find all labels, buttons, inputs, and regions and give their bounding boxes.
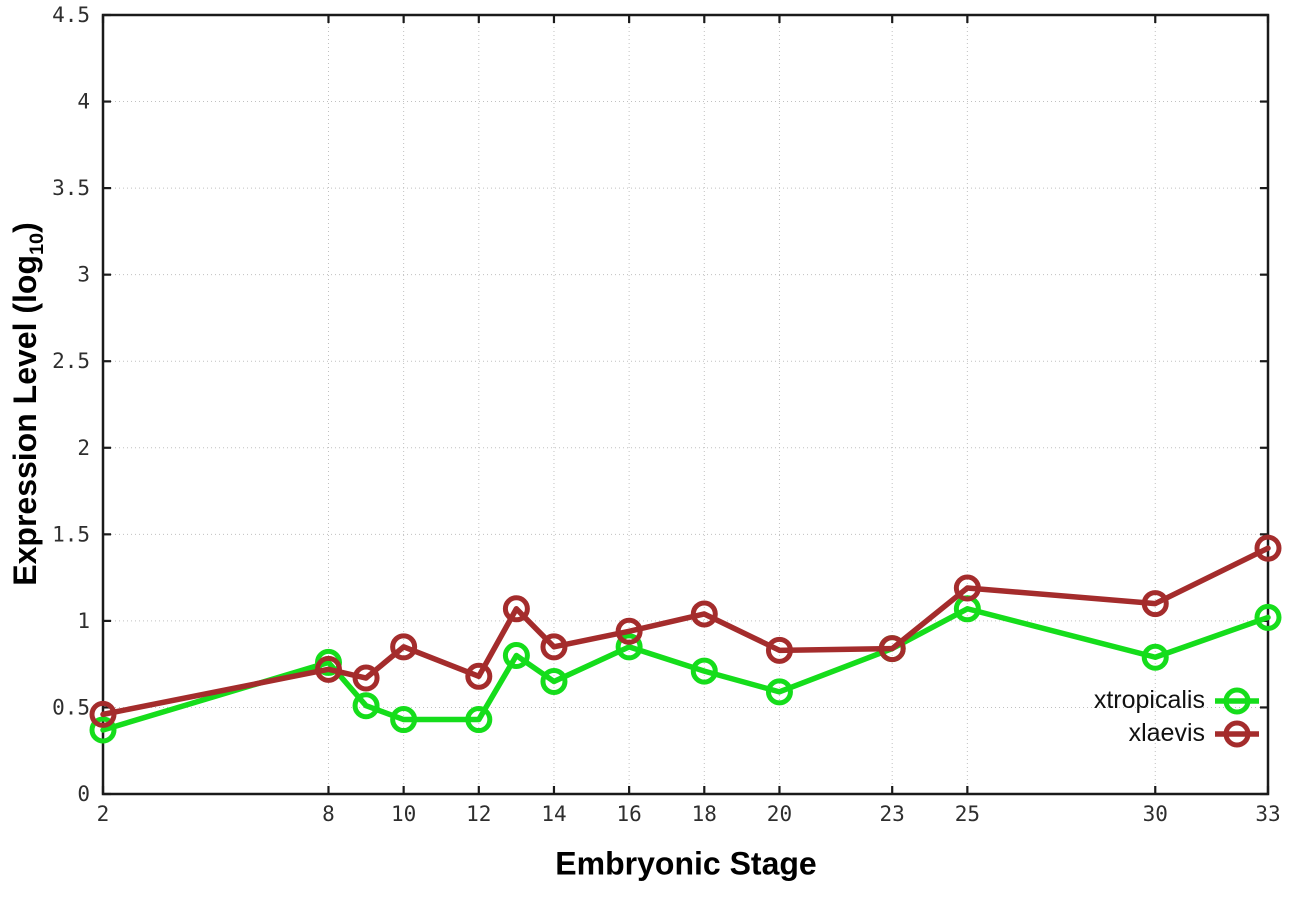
legend-item-xlaevis: xlaevis [1094, 717, 1260, 750]
x-tick-label: 23 [880, 802, 905, 826]
x-tick-label: 10 [391, 802, 416, 826]
data-point-xlaevis [878, 635, 906, 663]
data-point-xtropicalis [765, 678, 793, 706]
data-point-xlaevis [615, 617, 643, 645]
data-point-xlaevis [690, 600, 718, 628]
data-point-xlaevis [1141, 590, 1169, 618]
x-tick-label: 30 [1143, 802, 1168, 826]
legend-label-xlaevis: xlaevis [1128, 719, 1205, 747]
x-tick-label: 20 [767, 802, 792, 826]
series-line-xlaevis [100, 545, 1271, 718]
data-point-xtropicalis [690, 657, 718, 685]
series-line-xtropicalis [100, 606, 1271, 733]
plot-border [101, 13, 1270, 796]
y-axis-title-main: Expression Level (log [6, 254, 43, 586]
data-point-xlaevis [89, 700, 117, 728]
x-tick-label: 16 [616, 802, 641, 826]
y-tick-label: 1 [77, 609, 90, 633]
data-point-xtropicalis [1254, 603, 1282, 631]
data-point-xtropicalis [352, 692, 380, 720]
data-point-xlaevis [465, 662, 493, 690]
data-point-xtropicalis [615, 633, 643, 661]
legend-marker-xtropicalis [1215, 687, 1259, 714]
x-tick-label: 14 [541, 802, 566, 826]
data-point-xtropicalis [1141, 643, 1169, 671]
x-tick-label: 2 [97, 802, 110, 826]
x-tick-label: 18 [692, 802, 717, 826]
legend-item-xtropicalis: xtropicalis [1094, 684, 1260, 717]
x-tick-label: 33 [1255, 802, 1280, 826]
data-point-xlaevis [765, 636, 793, 664]
x-tick-label: 12 [466, 802, 491, 826]
data-point-xtropicalis [502, 642, 530, 670]
chart-legend: xtropicalis xlaevis [1094, 684, 1260, 750]
y-tick-label: 4 [77, 90, 90, 114]
data-point-xlaevis [1254, 534, 1282, 562]
data-point-xtropicalis [390, 706, 418, 734]
y-tick-label: 0.5 [52, 695, 90, 719]
data-point-xlaevis [390, 633, 418, 661]
data-point-xtropicalis [89, 716, 117, 744]
legend-marker-xlaevis [1215, 720, 1259, 747]
y-tick-label: 2.5 [52, 349, 90, 373]
legend-circle-sample [1223, 720, 1251, 747]
y-tick-label: 3.5 [52, 176, 90, 200]
x-tick-label: 25 [955, 802, 980, 826]
y-tick-label: 4.5 [52, 3, 90, 27]
y-tick-label: 1.5 [52, 522, 90, 546]
y-tick-label: 2 [77, 436, 90, 460]
data-point-xlaevis [502, 595, 530, 623]
x-axis-title: Embryonic Stage [555, 845, 817, 882]
data-point-xlaevis [314, 655, 342, 683]
legend-label-xtropicalis: xtropicalis [1093, 686, 1205, 714]
y-axis-title: Expression Level (log10) [7, 222, 49, 585]
data-point-xlaevis [953, 574, 981, 602]
data-point-xtropicalis [465, 706, 493, 734]
y-tick-label: 3 [77, 263, 90, 287]
x-tick-label: 8 [322, 802, 335, 826]
y-tick-label: 0 [77, 782, 90, 806]
data-point-xlaevis [352, 664, 380, 692]
y-axis-title-subscript: 10 [26, 232, 49, 255]
data-point-xlaevis [540, 633, 568, 661]
data-point-xtropicalis [540, 667, 568, 695]
y-axis-title-end: ) [6, 222, 43, 233]
legend-circle-sample [1223, 687, 1251, 714]
